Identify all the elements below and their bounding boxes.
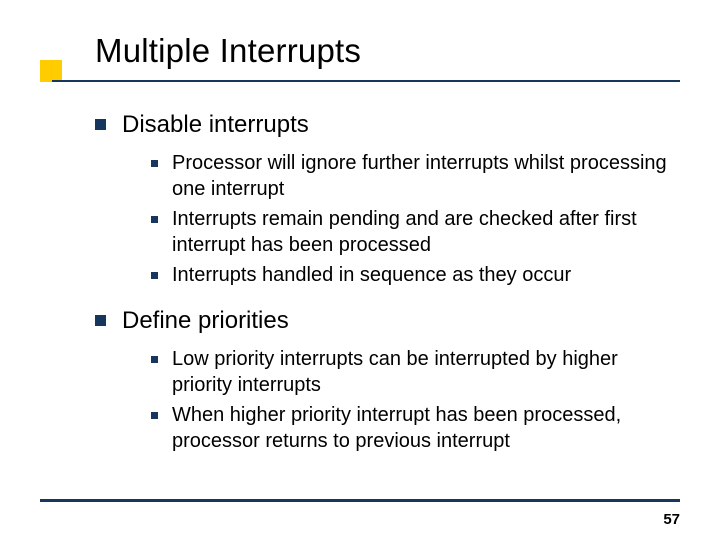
slide-title: Multiple Interrupts xyxy=(95,32,361,70)
list-item: When higher priority interrupt has been … xyxy=(151,402,680,454)
square-bullet-icon xyxy=(151,356,158,363)
list-item-text: Interrupts remain pending and are checke… xyxy=(172,206,680,258)
section-heading: Define priorities xyxy=(122,306,289,336)
slide: Multiple Interrupts Disable interrupts P… xyxy=(0,0,720,540)
list-item: Interrupts remain pending and are checke… xyxy=(151,206,680,258)
square-bullet-icon xyxy=(151,272,158,279)
title-underline xyxy=(52,80,680,82)
list-item-text: Low priority interrupts can be interrupt… xyxy=(172,346,680,398)
list-item: Processor will ignore further interrupts… xyxy=(151,150,680,202)
accent-square xyxy=(40,60,62,82)
page-number: 57 xyxy=(663,511,680,528)
square-bullet-icon xyxy=(151,216,158,223)
section-heading-row: Define priorities xyxy=(95,306,680,336)
square-bullet-icon xyxy=(151,412,158,419)
footer-rule xyxy=(40,499,680,502)
list-item-text: Interrupts handled in sequence as they o… xyxy=(172,262,571,288)
section-items: Low priority interrupts can be interrupt… xyxy=(151,346,680,454)
list-item-text: When higher priority interrupt has been … xyxy=(172,402,680,454)
list-item: Interrupts handled in sequence as they o… xyxy=(151,262,680,288)
list-item: Low priority interrupts can be interrupt… xyxy=(151,346,680,398)
square-bullet-icon xyxy=(95,315,106,326)
section-heading: Disable interrupts xyxy=(122,110,309,140)
list-item-text: Processor will ignore further interrupts… xyxy=(172,150,680,202)
square-bullet-icon xyxy=(151,160,158,167)
section-heading-row: Disable interrupts xyxy=(95,110,680,140)
section-define-priorities: Define priorities Low priority interrupt… xyxy=(95,306,680,454)
section-items: Processor will ignore further interrupts… xyxy=(151,150,680,288)
section-disable-interrupts: Disable interrupts Processor will ignore… xyxy=(95,110,680,288)
square-bullet-icon xyxy=(95,119,106,130)
content-area: Disable interrupts Processor will ignore… xyxy=(95,100,680,472)
